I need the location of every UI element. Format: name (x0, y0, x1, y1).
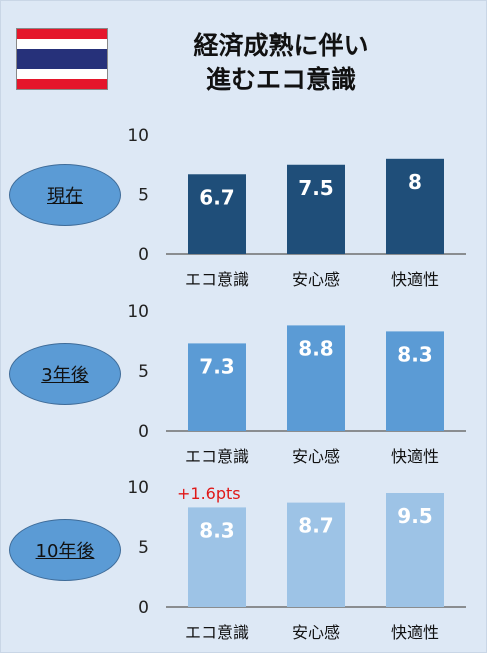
bar (386, 158, 444, 254)
bar-value-label: 8.3 (199, 518, 234, 542)
bar (287, 325, 345, 431)
category-label: 快適性 (391, 447, 439, 466)
title-line-2: 進むエコ意識 (205, 65, 356, 94)
bar-value-label: 6.7 (199, 185, 234, 209)
title-line-1: 経済成熟に伴い (193, 31, 369, 60)
bar (188, 343, 246, 431)
bar (188, 507, 246, 607)
flag-stripe-white-top (17, 39, 107, 49)
y-tick-label: 5 (138, 186, 149, 206)
y-tick-label: 10 (127, 478, 149, 498)
y-tick-label: 5 (138, 362, 149, 382)
bar-value-label: 8.8 (298, 336, 333, 360)
y-tick-label: 10 (127, 126, 149, 146)
bar-value-label: 9.5 (397, 504, 432, 528)
panel-label-now[interactable]: 現在 (9, 164, 121, 226)
bar-value-label: 7.5 (298, 176, 333, 200)
thailand-flag-icon (16, 28, 108, 90)
category-label: 快適性 (391, 270, 439, 289)
bar-value-label: 8.7 (298, 514, 333, 538)
category-label: 快適性 (391, 623, 439, 642)
flag-stripe-blue (17, 49, 107, 69)
bar (287, 502, 345, 607)
panel-label-3-years[interactable]: 3年後 (9, 343, 121, 405)
bar (386, 331, 444, 431)
category-label: 安心感 (292, 270, 340, 289)
category-label: エコ意識 (185, 623, 249, 642)
flag-stripe-red-top (17, 29, 107, 39)
y-tick-label: 0 (138, 422, 149, 442)
bar-value-label: 7.3 (199, 354, 234, 378)
bar-value-label: 8 (408, 170, 422, 194)
page-title: 経済成熟に伴い 進むエコ意識 (121, 29, 441, 97)
y-tick-label: 0 (138, 245, 149, 265)
category-label: エコ意識 (185, 270, 249, 289)
panel-label-10-years[interactable]: 10年後 (9, 519, 121, 581)
category-label: 安心感 (292, 447, 340, 466)
y-tick-label: 10 (127, 302, 149, 322)
annotation-label: +1.6pts (177, 484, 241, 503)
y-tick-label: 0 (138, 598, 149, 618)
bar (287, 164, 345, 254)
bar (386, 493, 444, 607)
category-label: エコ意識 (185, 447, 249, 466)
flag-stripe-red-bottom (17, 79, 107, 89)
flag-stripe-white-bottom (17, 69, 107, 79)
bar (188, 174, 246, 254)
category-label: 安心感 (292, 623, 340, 642)
bar-value-label: 8.3 (397, 342, 432, 366)
y-tick-label: 5 (138, 538, 149, 558)
